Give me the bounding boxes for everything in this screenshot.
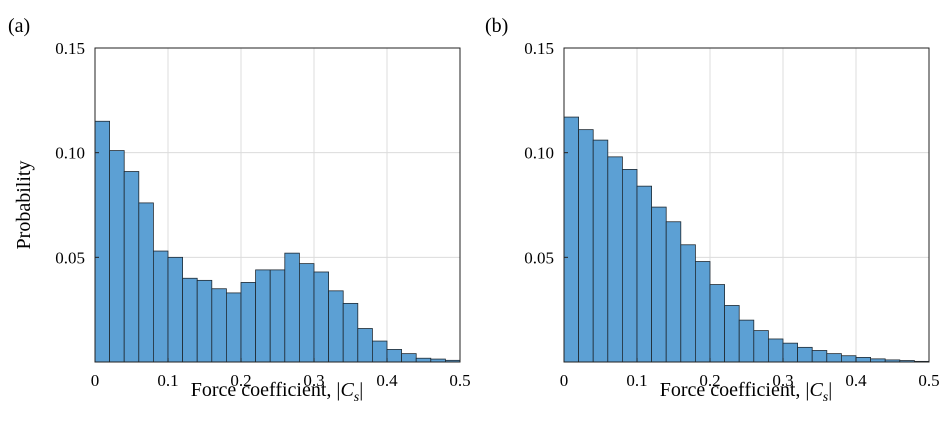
panel-a-ticks: 0 0.1 0.2 0.3 0.4 0.5 0.05 0.10 0.15 [55,39,470,390]
panel-b-bar [665,221,682,363]
panel-a-bar [196,279,213,363]
panel-a-bar [401,353,417,363]
panel-a-ytick-label: 0.05 [55,248,85,267]
panel-a-label: (a) [8,15,30,37]
panel-a-bar [313,271,330,363]
panel-a-bar [255,269,271,363]
panel-a-bar [284,252,300,363]
panel-b-bars [563,116,930,363]
panel-a-bar [138,202,154,363]
panel-a-xtick-label: 0.4 [376,371,398,390]
panel-b-bar [811,350,828,363]
panel-a-bar [269,269,286,363]
panel-a-xtick-label: 0.2 [230,371,251,390]
panel-b-label: (b) [485,15,508,37]
panel-b-bar [592,139,609,363]
panel-a-bar [167,256,184,363]
panel-b-ytick-label: 0.05 [524,248,554,267]
panel-a-axes-box [94,47,461,363]
panel-a-bar [328,290,344,363]
panel-b-ticks: 0 0.1 0.2 0.3 0.4 0.5 0.05 0.10 0.15 [524,39,939,390]
panel-a-xtick-label: 0.1 [157,371,178,390]
panel-b-bar [768,338,784,363]
panel-b-xtick-label: 0.2 [699,371,720,390]
panel-b-bar [841,355,857,363]
panel-a-bar [182,277,198,363]
panel-a-bar [94,120,110,363]
panel-a-bar [109,150,125,363]
panel-b-ytick-label: 0.15 [524,39,554,58]
panel-b-bar [651,206,667,363]
panel-b-bar [578,129,594,363]
panel-a-bar [415,357,432,363]
panel-b-bar [695,261,711,363]
panel-a-xtick-label: 0.3 [303,371,324,390]
panel-b-bar [724,305,740,363]
panel-a: (a) 0 0.1 0.2 0.3 0.4 0.5 0.05 0.10 0.15 Probabi… [8,15,471,405]
panel-b-bar [797,346,813,363]
panel-a-bar [298,263,315,363]
panel-a-bar [342,302,359,363]
panel-a-xtick-label: 0.5 [449,371,470,390]
panel-b-bar [782,342,799,363]
panel-b-bar [680,244,696,363]
panel-a-xlabel: Force coefficient, |Cs| [191,379,364,405]
panel-a-xtick-label: 0 [91,371,100,390]
panel-a-bar [152,250,169,363]
panel-b-bar [607,156,623,363]
panel-a-bars [94,120,461,363]
panel-a-bar [123,171,140,363]
panel-b-xtick-label: 0.3 [772,371,793,390]
panel-a-bar [225,292,242,363]
panel-b: (b) 0 0.1 0.2 0.3 0.4 0.5 0.05 0.10 0.15 Force c… [485,15,940,405]
panel-a-bar [211,288,227,363]
panel-a-bar [240,282,256,363]
panel-b-bar [826,353,842,363]
panel-b-axes-box [563,47,930,363]
panel-a-ylabel: Probability [13,161,35,250]
panel-b-bar [753,330,769,363]
panel-b-bar [855,356,872,363]
panel-a-ytick-label: 0.10 [55,144,85,163]
panel-b-bar [636,185,653,363]
panel-b-ytick-label: 0.10 [524,144,554,163]
panel-b-xtick-label: 0.1 [626,371,647,390]
panel-a-bar [386,349,403,363]
panel-b-bar [622,169,638,363]
panel-b-bar [563,116,580,363]
panel-a-bar [371,340,388,363]
panel-b-xtick-label: 0.5 [918,371,939,390]
panel-a-bar [357,328,373,363]
panel-b-bar [738,319,755,363]
panel-b-xtick-label: 0.4 [845,371,867,390]
panel-a-ytick-label: 0.15 [55,39,85,58]
panel-b-xlabel: Force coefficient, |Cs| [660,379,833,405]
panel-b-xtick-label: 0 [560,371,569,390]
panel-b-bar [709,284,726,363]
